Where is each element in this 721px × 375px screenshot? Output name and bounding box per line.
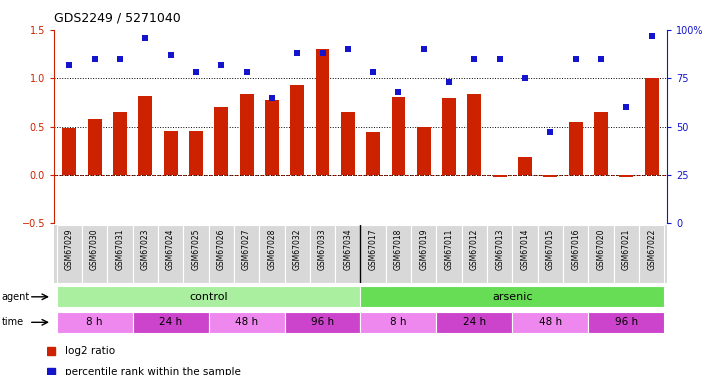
Bar [335, 225, 360, 283]
Bar [366, 132, 380, 175]
Bar [538, 225, 563, 283]
Text: GSM67015: GSM67015 [546, 228, 555, 270]
Bar [189, 131, 203, 175]
Bar [107, 225, 133, 283]
Bar [639, 225, 664, 283]
Text: GSM67024: GSM67024 [166, 228, 175, 270]
Bar [513, 225, 538, 283]
Text: GSM67033: GSM67033 [318, 228, 327, 270]
Text: GSM67027: GSM67027 [242, 228, 251, 270]
Bar [133, 312, 208, 333]
Bar [57, 225, 82, 283]
Bar [113, 112, 127, 175]
Bar [57, 286, 360, 308]
Bar [260, 225, 285, 283]
Bar [513, 312, 588, 333]
Text: GSM67020: GSM67020 [596, 228, 606, 270]
Text: control: control [189, 292, 228, 302]
Text: time: time [1, 317, 24, 327]
Bar [360, 286, 664, 308]
Bar [234, 225, 260, 283]
Bar [588, 225, 614, 283]
Text: 8 h: 8 h [390, 317, 407, 327]
Bar [285, 312, 360, 333]
Text: percentile rank within the sample: percentile rank within the sample [65, 367, 241, 375]
Bar [360, 225, 386, 283]
Bar [619, 175, 633, 177]
Bar [436, 225, 461, 283]
Text: GSM67026: GSM67026 [217, 228, 226, 270]
Text: GSM67023: GSM67023 [141, 228, 150, 270]
Bar [442, 98, 456, 175]
Bar [392, 97, 405, 175]
Text: GSM67018: GSM67018 [394, 228, 403, 270]
Text: GSM67025: GSM67025 [191, 228, 200, 270]
Bar [645, 78, 659, 175]
Bar [569, 122, 583, 175]
Text: 96 h: 96 h [311, 317, 334, 327]
Bar [614, 225, 639, 283]
Bar [62, 129, 76, 175]
Bar [461, 225, 487, 283]
Bar [544, 175, 557, 177]
Bar [183, 225, 208, 283]
Bar [208, 225, 234, 283]
Bar [133, 225, 158, 283]
Bar [411, 225, 436, 283]
Bar [436, 312, 513, 333]
Bar [594, 112, 608, 175]
Bar [467, 94, 482, 175]
Text: GSM67032: GSM67032 [293, 228, 301, 270]
Text: GSM67013: GSM67013 [495, 228, 504, 270]
Bar [208, 312, 285, 333]
Bar [316, 50, 329, 175]
Bar [57, 312, 133, 333]
Text: GSM67017: GSM67017 [368, 228, 378, 270]
Text: GSM67028: GSM67028 [267, 228, 276, 270]
Text: GSM67031: GSM67031 [115, 228, 125, 270]
Bar [158, 225, 183, 283]
Text: GSM67022: GSM67022 [647, 228, 656, 270]
Bar [518, 158, 532, 175]
Text: GDS2249 / 5271040: GDS2249 / 5271040 [54, 11, 181, 24]
Text: 48 h: 48 h [235, 317, 258, 327]
Text: GSM67014: GSM67014 [521, 228, 530, 270]
Text: GSM67012: GSM67012 [470, 228, 479, 270]
Text: GSM67016: GSM67016 [571, 228, 580, 270]
Bar [138, 96, 152, 175]
Text: GSM67021: GSM67021 [622, 228, 631, 270]
Text: log2 ratio: log2 ratio [65, 346, 115, 356]
Text: 96 h: 96 h [615, 317, 638, 327]
Bar [588, 312, 664, 333]
Text: agent: agent [1, 292, 30, 302]
Text: 48 h: 48 h [539, 317, 562, 327]
Bar [417, 127, 430, 175]
Text: arsenic: arsenic [492, 292, 533, 302]
Text: GSM67029: GSM67029 [65, 228, 74, 270]
Bar [341, 112, 355, 175]
Text: GSM67030: GSM67030 [90, 228, 99, 270]
Text: 8 h: 8 h [87, 317, 103, 327]
Bar [88, 119, 102, 175]
Bar [386, 225, 411, 283]
Bar [214, 107, 228, 175]
Text: GSM67019: GSM67019 [420, 228, 428, 270]
Bar [265, 100, 279, 175]
Bar [82, 225, 107, 283]
Bar [164, 131, 177, 175]
Bar [487, 225, 513, 283]
Bar [563, 225, 588, 283]
Bar [285, 225, 310, 283]
Text: GSM67034: GSM67034 [343, 228, 353, 270]
Text: 24 h: 24 h [463, 317, 486, 327]
Text: 24 h: 24 h [159, 317, 182, 327]
Bar [310, 225, 335, 283]
Bar [291, 85, 304, 175]
Bar [493, 175, 507, 177]
Bar [360, 312, 436, 333]
Bar [239, 94, 254, 175]
Text: GSM67011: GSM67011 [445, 228, 454, 270]
